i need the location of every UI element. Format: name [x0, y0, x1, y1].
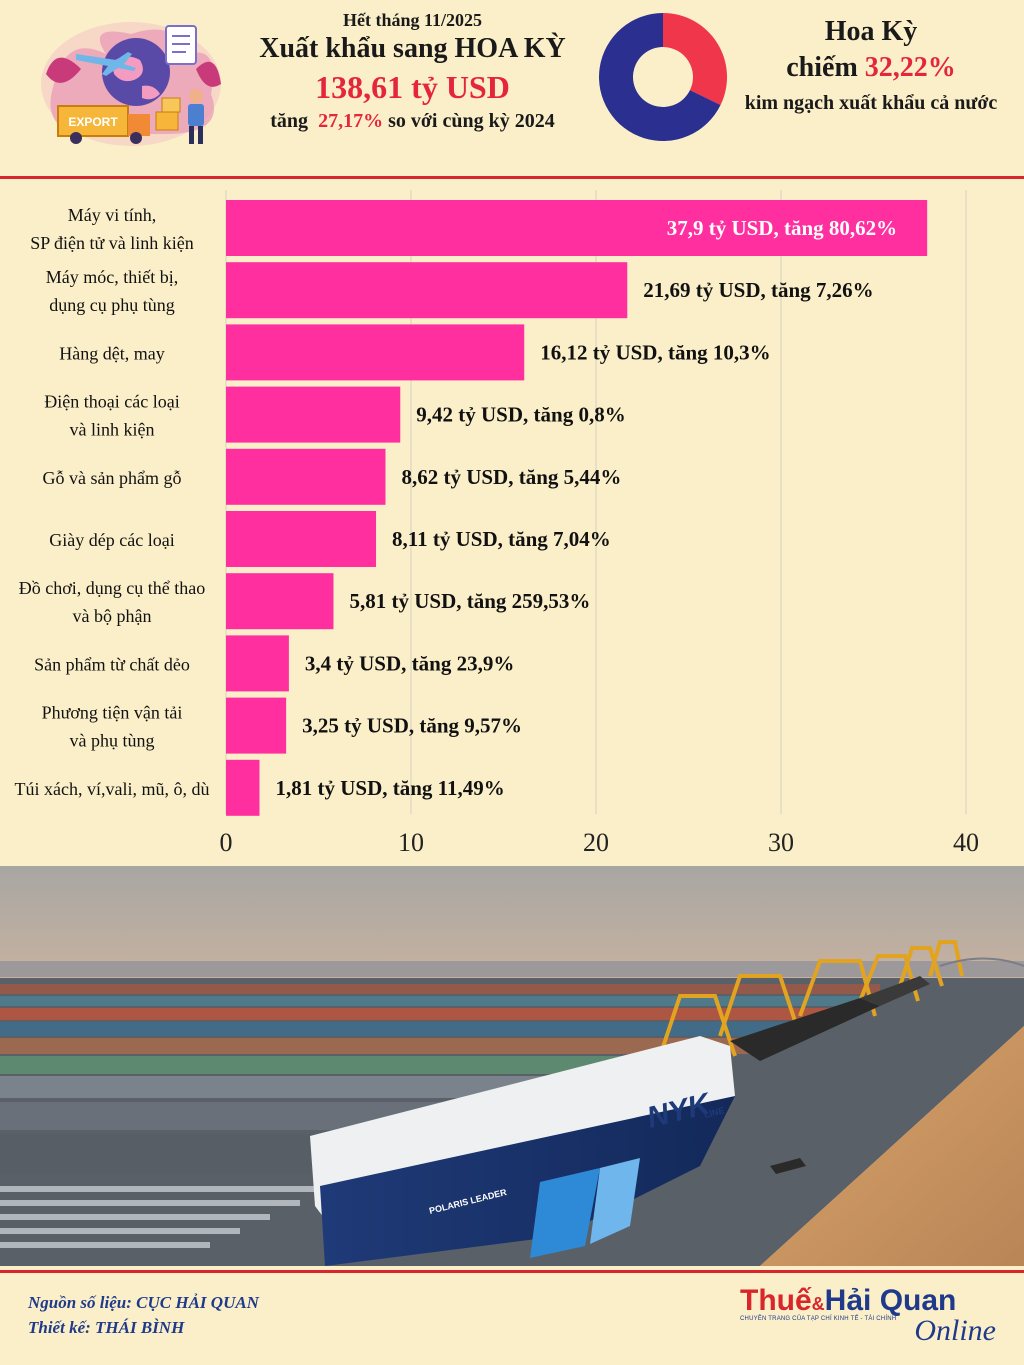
x-tick-label: 40: [953, 828, 979, 857]
ship-line: LINE: [703, 1105, 725, 1120]
category-label: Đồ chơi, dụng cụ thể thao: [19, 578, 205, 598]
period-label: Hết tháng 11/2025: [342, 10, 482, 30]
data-label: 21,69 tỷ USD, tăng 7,26%: [643, 278, 873, 302]
growth-suffix: so với cùng kỳ 2024: [388, 110, 555, 132]
x-tick-label: 10: [398, 828, 424, 857]
header: EXPORT Hết tháng 11/2025 Xuất khẩu sang …: [0, 0, 1024, 176]
category-label: Túi xách, ví,vali, mũ, ô, dù: [15, 779, 210, 799]
category-label: dụng cụ phụ tùng: [49, 295, 175, 315]
x-tick-label: 30: [768, 828, 794, 857]
brand-logo: Thuế&Hải Quan CHUYÊN TRANG CỦA TẠP CHÍ K…: [740, 1284, 1010, 1354]
bar: [226, 324, 525, 381]
category-label: Gỗ và sản phẩm gỗ: [43, 468, 182, 488]
truck-icon: EXPORT: [57, 105, 150, 144]
data-label: 3,25 tỷ USD, tăng 9,57%: [302, 714, 522, 738]
port-illustration: NYK LINE POLARIS LEADER: [0, 866, 1024, 1266]
data-label: 9,42 tỷ USD, tăng 0,8%: [416, 403, 625, 427]
bar: [226, 386, 401, 443]
data-label: 16,12 tỷ USD, tăng 10,3%: [540, 340, 770, 364]
x-tick-label: 20: [583, 828, 609, 857]
design-credit: Thiết kế: THÁI BÌNH: [28, 1318, 185, 1337]
category-label: Giày dép các loại: [49, 530, 174, 550]
growth-prefix: tăng: [270, 110, 309, 132]
bar: [226, 262, 628, 319]
bar: [226, 697, 287, 754]
export-illustration: EXPORT: [41, 22, 221, 146]
export-bar-chart: 0 10 20 30 40 37,9 tỷ USD, tăng 80,62% Máy vi …: [0, 186, 1024, 858]
share-country: Hoa Kỳ: [824, 16, 918, 47]
data-label: 5,81 tỷ USD, tăng 259,53%: [349, 589, 590, 613]
airplane-icon: [76, 52, 136, 76]
category-label: Máy móc, thiết bị,: [46, 267, 178, 287]
category-label: SP điện tử và linh kiện: [30, 233, 194, 253]
growth-line: tăng 27,17% so với cùng kỳ 2024: [240, 110, 585, 133]
brand-wordmark: Thuế&Hải Quan: [740, 1284, 1010, 1318]
data-label: 8,62 tỷ USD, tăng 5,44%: [401, 465, 621, 489]
donut-slice-rest: [599, 13, 721, 141]
bar: [226, 635, 289, 692]
bar: [226, 448, 386, 505]
category-label: và phụ tùng: [70, 731, 155, 751]
credits: Nguồn số liệu: CỤC HẢI QUAN Thiết kế: TH…: [28, 1290, 259, 1340]
category-label: và linh kiện: [70, 420, 155, 440]
top-divider: [0, 176, 1024, 179]
brand-part1: Thuế: [740, 1284, 812, 1317]
brand-amp: &: [811, 1294, 825, 1314]
data-label: 1,81 tỷ USD, tăng 11,49%: [275, 776, 504, 800]
port-photo: NYK LINE POLARIS LEADER: [0, 866, 1024, 1266]
brand-online: Online: [914, 1314, 996, 1347]
headline-block: Hết tháng 11/2025 Xuất khẩu sang HOA KỲ …: [240, 10, 585, 133]
share-donut-chart: [599, 13, 727, 141]
brand-part2: Hải Quan: [824, 1284, 957, 1317]
category-label: Điện thoại các loại: [44, 392, 179, 412]
x-tick-label: 0: [220, 828, 233, 857]
bar: [226, 200, 928, 256]
donut-slice-us: [663, 13, 727, 106]
data-label: 37,9 tỷ USD, tăng 80,62%: [667, 216, 897, 240]
brand-tagline: CHUYÊN TRANG CỦA TẠP CHÍ KINH TẾ - TÀI C…: [740, 1316, 897, 1322]
bar: [226, 573, 334, 630]
bar: [226, 511, 377, 567]
share-line: chiếm 32,22%: [736, 52, 1006, 84]
share-prefix: chiếm: [786, 52, 858, 83]
total-value: 138,61 tỷ USD: [315, 69, 510, 105]
person-icon: [188, 89, 204, 144]
growth-value: 27,17%: [318, 110, 384, 132]
category-label: và bộ phận: [73, 606, 152, 626]
export-sign: EXPORT: [68, 115, 118, 129]
bar: [226, 759, 260, 816]
category-label: Phương tiện vận tải: [42, 703, 183, 723]
data-label: 3,4 tỷ USD, tăng 23,9%: [305, 651, 514, 675]
share-caption: kim ngạch xuất khẩu cả nước: [744, 92, 998, 114]
source-credit: Nguồn số liệu: CỤC HẢI QUAN: [28, 1293, 259, 1312]
ship: NYK LINE POLARIS LEADER: [310, 1036, 735, 1266]
category-label: Sản phẩm từ chất dẻo: [34, 654, 190, 674]
category-label: Máy vi tính,: [68, 205, 157, 225]
bottom-divider: [0, 1270, 1024, 1273]
data-label: 8,11 tỷ USD, tăng 7,04%: [392, 527, 611, 551]
bar-chart-svg: 0 10 20 30 40 37,9 tỷ USD, tăng 80,62% Máy vi …: [15, 190, 979, 857]
headline-title: Xuất khẩu sang HOA KỲ: [259, 33, 566, 64]
share-block: Hoa Kỳ chiếm 32,22% kim ngạch xuất khẩu …: [736, 16, 1006, 115]
category-label: Hàng dệt, may: [59, 343, 164, 363]
share-value: 32,22%: [864, 52, 956, 83]
